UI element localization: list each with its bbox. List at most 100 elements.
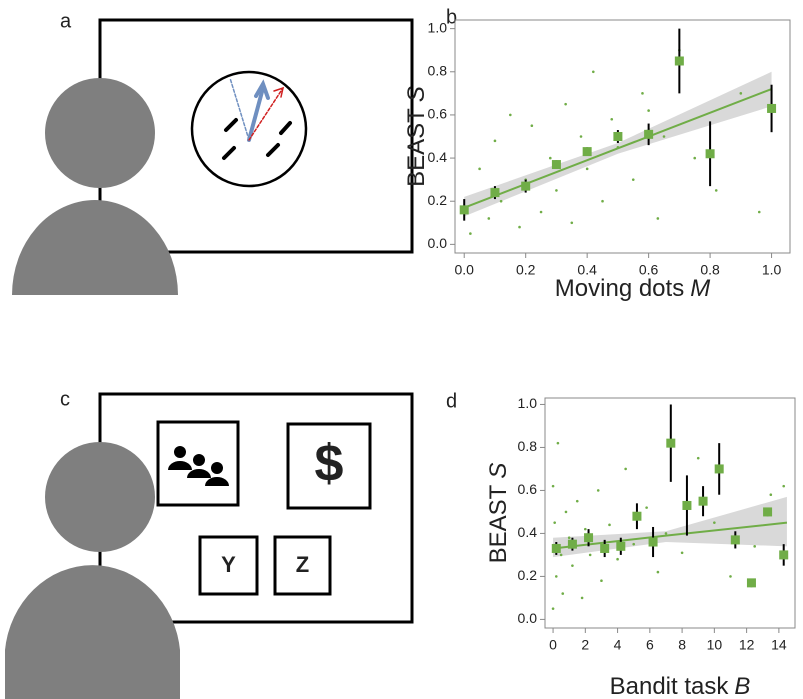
data-point: [693, 157, 696, 160]
y-tick-label: 0.8: [518, 438, 538, 454]
bin-mean: [715, 464, 724, 473]
x-tick-label: 6: [646, 637, 654, 653]
data-point: [540, 211, 543, 214]
y-tick-label: 0.6: [518, 481, 538, 497]
data-point: [586, 168, 589, 171]
data-point: [632, 178, 635, 181]
x-tick-label: 2: [581, 637, 589, 653]
bin-mean: [552, 544, 561, 553]
bin-mean: [584, 533, 593, 542]
x-axis-label-var: B: [734, 673, 750, 699]
plot-frame: [455, 20, 790, 253]
bin-mean: [767, 104, 776, 113]
data-point: [610, 118, 613, 121]
y-axis-label: BEASTS: [403, 86, 430, 187]
x-tick-label: 10: [707, 637, 723, 653]
data-point: [645, 506, 648, 509]
panel-label: d: [446, 390, 457, 412]
data-point: [589, 554, 592, 557]
data-point: [531, 124, 534, 127]
data-point: [729, 575, 732, 578]
bin-mean: [763, 507, 772, 516]
bin-mean: [568, 540, 577, 549]
data-point: [782, 485, 785, 488]
y-tick-label: 0.8: [428, 62, 448, 78]
data-point: [665, 532, 668, 535]
data-point: [518, 226, 521, 229]
bin-mean: [747, 578, 756, 587]
fit-line: [464, 89, 771, 208]
data-point: [561, 592, 564, 595]
data-point: [600, 579, 603, 582]
bin-mean: [731, 535, 740, 544]
x-axis-label-var: M: [690, 275, 710, 302]
bin-mean: [779, 550, 788, 559]
data-point: [592, 70, 595, 73]
y-tick-label: 0.0: [518, 610, 538, 626]
data-point: [608, 524, 611, 527]
data-point: [488, 217, 491, 220]
bin-mean: [600, 544, 609, 553]
data-point: [657, 217, 660, 220]
data-point: [553, 521, 556, 524]
person: [12, 78, 178, 295]
data-point: [753, 545, 756, 548]
bin-mean: [644, 130, 653, 139]
y-tick-label: 0.2: [428, 192, 448, 208]
data-point: [564, 103, 567, 106]
x-tick-label: 12: [739, 637, 755, 653]
bin-mean: [583, 147, 592, 156]
data-point: [697, 457, 700, 460]
data-point: [624, 468, 627, 471]
data-point: [555, 575, 558, 578]
data-point: [568, 536, 571, 539]
x-tick-label: 0.0: [454, 262, 474, 278]
data-point: [597, 489, 600, 492]
data-point: [616, 558, 619, 561]
data-point: [478, 168, 481, 171]
y-tick-label: 0.6: [428, 106, 448, 122]
data-point: [500, 200, 503, 203]
page: a c $ Y Z b d 0.00.20.40.60.81.00.00.20.…: [0, 0, 803, 699]
y-tick-label: 0.0: [428, 235, 448, 251]
bin-mean: [699, 497, 708, 506]
bin-mean: [682, 501, 691, 510]
x-tick-label: 1.0: [762, 262, 782, 278]
y-tick-label: 0.4: [428, 149, 448, 165]
data-point: [647, 109, 650, 112]
data-point: [552, 607, 555, 610]
data-point: [509, 114, 512, 117]
y-axis-label-text: BEAST: [485, 484, 512, 563]
x-axis-label: Moving dotsM: [555, 275, 710, 302]
data-point: [549, 157, 552, 160]
x-tick-label: 0: [549, 637, 557, 653]
data-point: [469, 232, 472, 235]
bin-mean: [632, 512, 641, 521]
data-point: [570, 221, 573, 224]
bin-mean: [490, 188, 499, 197]
y-axis-label: BEASTS: [485, 463, 512, 564]
confidence-band: [464, 72, 771, 217]
data-point: [581, 597, 584, 600]
y-tick-label: 0.2: [518, 567, 538, 583]
y-tick-label: 1.0: [428, 19, 448, 35]
data-point: [657, 571, 660, 574]
data-point: [565, 511, 568, 514]
data-point: [571, 564, 574, 567]
data-point: [560, 554, 563, 557]
data-point: [715, 189, 718, 192]
option-label: Z: [296, 552, 309, 577]
x-axis-label-text: Moving dots: [555, 275, 684, 302]
data-point: [557, 442, 560, 445]
x-tick-label: 0.2: [516, 262, 536, 278]
x-tick-label: 4: [614, 637, 622, 653]
bin-mean: [706, 149, 715, 158]
bin-mean: [460, 205, 469, 214]
data-point: [601, 200, 604, 203]
data-point: [758, 211, 761, 214]
option-label: Y: [221, 552, 236, 577]
data-point: [740, 92, 743, 95]
y-axis-label-text: BEAST: [403, 108, 430, 187]
person: [5, 442, 180, 699]
bin-mean: [552, 160, 561, 169]
